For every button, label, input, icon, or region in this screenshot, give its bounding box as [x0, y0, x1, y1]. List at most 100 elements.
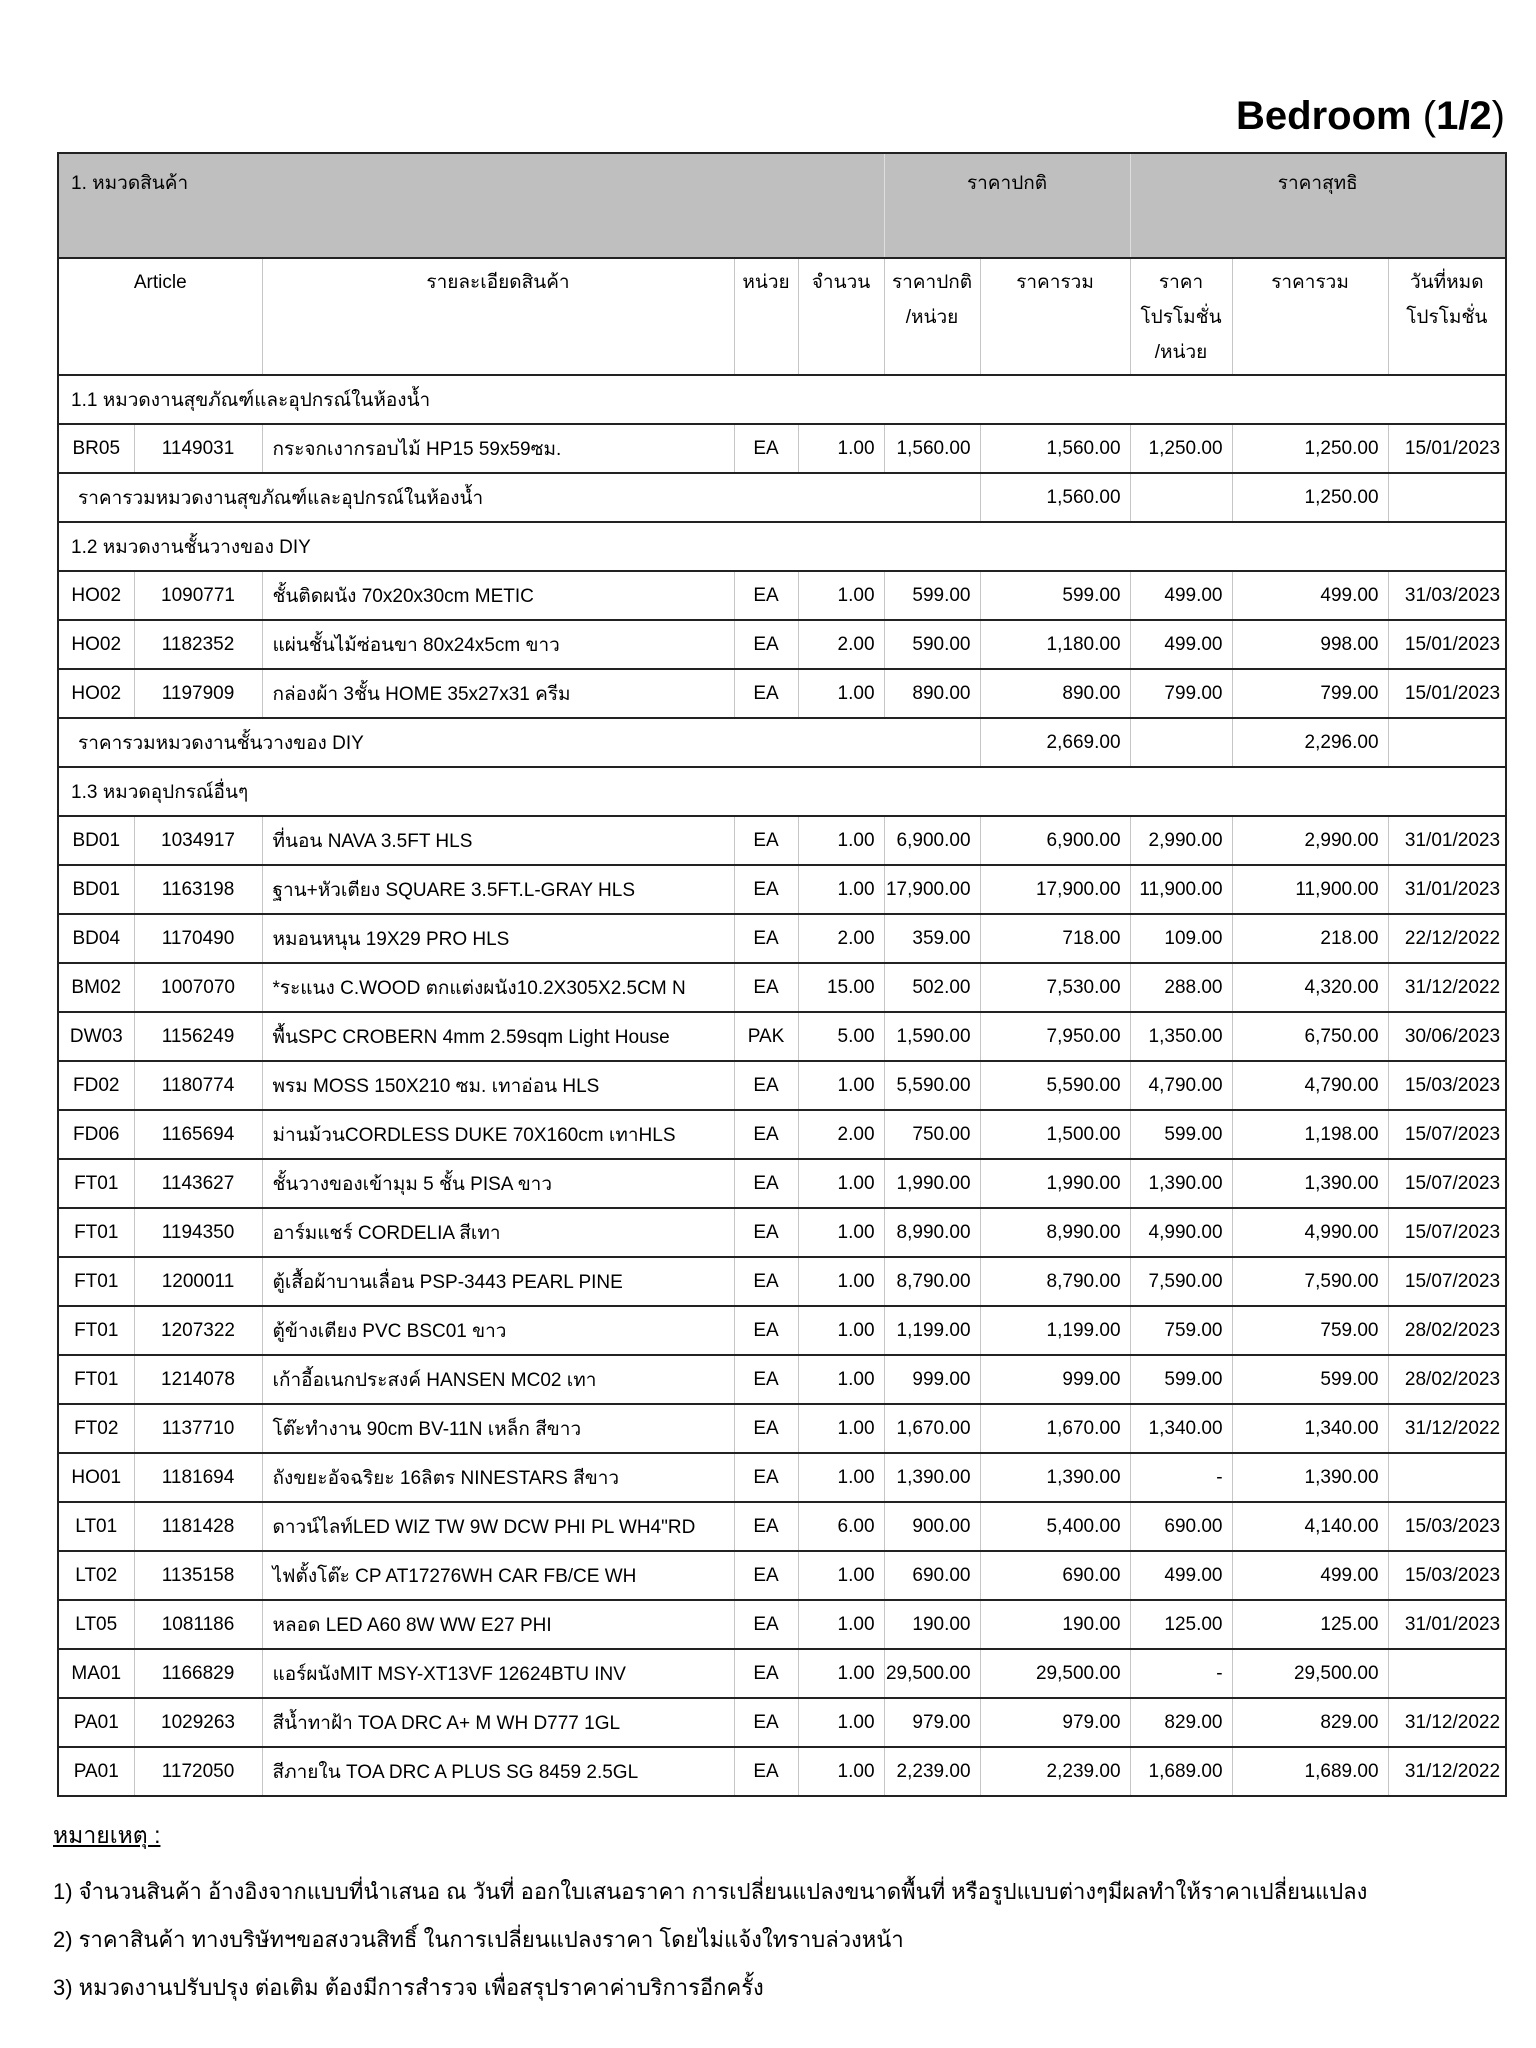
cell-article-code: FT01 [57, 1354, 135, 1405]
cell-article-sku: 1194350 [133, 1207, 263, 1258]
item-row: HO01 1181694 ถังขยะอัจฉริยะ 16ลิตร NINESTA… [57, 1452, 1507, 1503]
cell-promo-end-date: 15/07/2023 [1387, 1109, 1507, 1160]
cell-article-sku: 1156249 [133, 1011, 263, 1062]
cell-normal-unit-price: 599.00 [883, 570, 981, 621]
cell-normal-unit-price: 590.00 [883, 619, 981, 670]
item-row: BD01 1034917 ที่นอน NAVA 3.5FT HLS EA 1.00 6,… [57, 815, 1507, 866]
cell-unit: EA [733, 1550, 799, 1601]
cell-description: หมอนหนุน 19X29 PRO HLS [261, 913, 735, 964]
cell-description: พื้นSPC CROBERN 4mm 2.59sqm Light House [261, 1011, 735, 1062]
cell-normal-unit-price: 190.00 [883, 1599, 981, 1650]
cell-article-code: PA01 [57, 1697, 135, 1748]
subtotal-normal-total: 1,560.00 [979, 472, 1131, 523]
cell-promo-end-date: 15/03/2023 [1387, 1060, 1507, 1111]
cell-article-sku: 1200011 [133, 1256, 263, 1307]
cell-promo-total: 6,750.00 [1231, 1011, 1389, 1062]
cell-article-code: DW03 [57, 1011, 135, 1062]
page-title: Bedroom (1/2) [1236, 94, 1505, 138]
cell-quantity: 1.00 [797, 815, 885, 866]
subtotal-spacer [1387, 717, 1507, 768]
cell-quantity: 1.00 [797, 1354, 885, 1405]
subtotal-spacer [1129, 472, 1233, 523]
subtotal-spacer [1387, 472, 1507, 523]
cell-article-code: FT01 [57, 1158, 135, 1209]
cell-unit: EA [733, 815, 799, 866]
cell-normal-unit-price: 1,390.00 [883, 1452, 981, 1503]
item-row: LT02 1135158 ไฟตั้งโต๊ะ CP AT17276WH CAR F… [57, 1550, 1507, 1601]
cell-description: แอร์ผนังMIT MSY-XT13VF 12624BTU INV [261, 1648, 735, 1699]
cell-quantity: 1.00 [797, 1060, 885, 1111]
cell-quantity: 1.00 [797, 864, 885, 915]
cell-promo-end-date: 15/01/2023 [1387, 423, 1507, 474]
item-row: FT02 1137710 โต๊ะทำงาน 90cm BV-11N เหล็ก ส… [57, 1403, 1507, 1454]
cell-promo-unit-price: 499.00 [1129, 619, 1233, 670]
cell-promo-end-date: 31/12/2022 [1387, 962, 1507, 1013]
section-title: 1.1 หมวดงานสุขภัณฑ์และอุปกรณ์ในห้องน้ำ [57, 374, 1507, 425]
cell-description: ตู้ข้างเตียง PVC BSC01 ขาว [261, 1305, 735, 1356]
cell-unit: EA [733, 570, 799, 621]
cell-unit: EA [733, 913, 799, 964]
cell-quantity: 1.00 [797, 1452, 885, 1503]
cell-quantity: 1.00 [797, 1648, 885, 1699]
item-row: BD04 1170490 หมอนหนุน 19X29 PRO HLS EA 2.00 3… [57, 913, 1507, 964]
cell-description: แผ่นชั้นไม้ซ่อนขา 80x24x5cm ขาว [261, 619, 735, 670]
cell-normal-unit-price: 359.00 [883, 913, 981, 964]
cell-description: ดาวน์ไลท์LED WIZ TW 9W DCW PHI PL WH4"RD [261, 1501, 735, 1552]
cell-quantity: 15.00 [797, 962, 885, 1013]
cell-promo-unit-price: 799.00 [1129, 668, 1233, 719]
cell-unit: EA [733, 1305, 799, 1356]
section-header-row: 1.3 หมวดอุปกรณ์อื่นๆ [57, 766, 1507, 817]
item-row: FD02 1180774 พรม MOSS 150X210 ซม. เทาอ่อน … [57, 1060, 1507, 1111]
column-header-normal-total: ราคารวม [979, 257, 1131, 376]
group-header-net-price: ราคาสุทธิ [1129, 152, 1507, 259]
item-row: MA01 1166829 แอร์ผนังMIT MSY-XT13VF 12624B… [57, 1648, 1507, 1699]
cell-article-code: PA01 [57, 1746, 135, 1797]
cell-normal-unit-price: 2,239.00 [883, 1746, 981, 1797]
cell-promo-unit-price: 2,990.00 [1129, 815, 1233, 866]
cell-article-sku: 1007070 [133, 962, 263, 1013]
cell-description: ชั้นติดผนัง 70x20x30cm METIC [261, 570, 735, 621]
item-row: DW03 1156249 พื้นSPC CROBERN 4mm 2.59sqm L… [57, 1011, 1507, 1062]
cell-promo-total: 4,320.00 [1231, 962, 1389, 1013]
column-header-description: รายละเอียดสินค้า [261, 257, 735, 376]
cell-normal-total: 690.00 [979, 1550, 1131, 1601]
cell-normal-total: 5,590.00 [979, 1060, 1131, 1111]
cell-normal-total: 890.00 [979, 668, 1131, 719]
cell-normal-unit-price: 29,500.00 [883, 1648, 981, 1699]
cell-quantity: 1.00 [797, 423, 885, 474]
column-header-unit: หน่วย [733, 257, 799, 376]
cell-quantity: 5.00 [797, 1011, 885, 1062]
cell-article-code: LT05 [57, 1599, 135, 1650]
cell-promo-total: 998.00 [1231, 619, 1389, 670]
cell-promo-total: 1,390.00 [1231, 1452, 1389, 1503]
cell-promo-total: 499.00 [1231, 1550, 1389, 1601]
page-title-room: Bedroom [1236, 94, 1412, 138]
column-header-promo-total: ราคารวม [1231, 257, 1389, 376]
cell-promo-end-date: 22/12/2022 [1387, 913, 1507, 964]
cell-article-sku: 1081186 [133, 1599, 263, 1650]
cell-promo-total: 759.00 [1231, 1305, 1389, 1356]
cell-article-code: BM02 [57, 962, 135, 1013]
item-row: FT01 1194350 อาร์มแชร์ CORDELIA สีเทา EA 1.0… [57, 1207, 1507, 1258]
cell-article-sku: 1137710 [133, 1403, 263, 1454]
group-header-row: 1. หมวดสินค้า ราคาปกติ ราคาสุทธิ [57, 152, 1507, 259]
column-header-promo-unit-price: ราคา โปรโมชั่น /หน่วย [1129, 257, 1233, 376]
section-title: 1.3 หมวดอุปกรณ์อื่นๆ [57, 766, 1507, 817]
cell-article-code: BD01 [57, 864, 135, 915]
cell-promo-end-date [1387, 1452, 1507, 1503]
cell-promo-total: 4,790.00 [1231, 1060, 1389, 1111]
cell-promo-total: 29,500.00 [1231, 1648, 1389, 1699]
item-row: FT01 1207322 ตู้ข้างเตียง PVC BSC01 ขาว EA 1… [57, 1305, 1507, 1356]
cell-description: หลอด LED A60 8W WW E27 PHI [261, 1599, 735, 1650]
subtotal-label: ราคารวมหมวดงานสุขภัณฑ์และอุปกรณ์ในห้องน้… [57, 472, 981, 523]
cell-promo-total: 218.00 [1231, 913, 1389, 964]
cell-promo-end-date: 31/03/2023 [1387, 570, 1507, 621]
cell-unit: EA [733, 1501, 799, 1552]
item-row: FD06 1165694 ม่านม้วนCORDLESS DUKE 70X160c… [57, 1109, 1507, 1160]
cell-normal-total: 1,199.00 [979, 1305, 1131, 1356]
cell-description: อาร์มแชร์ CORDELIA สีเทา [261, 1207, 735, 1258]
cell-article-sku: 1170490 [133, 913, 263, 964]
cell-description: ม่านม้วนCORDLESS DUKE 70X160cm เทาHLS [261, 1109, 735, 1160]
cell-promo-unit-price: 499.00 [1129, 570, 1233, 621]
cell-normal-total: 2,239.00 [979, 1746, 1131, 1797]
